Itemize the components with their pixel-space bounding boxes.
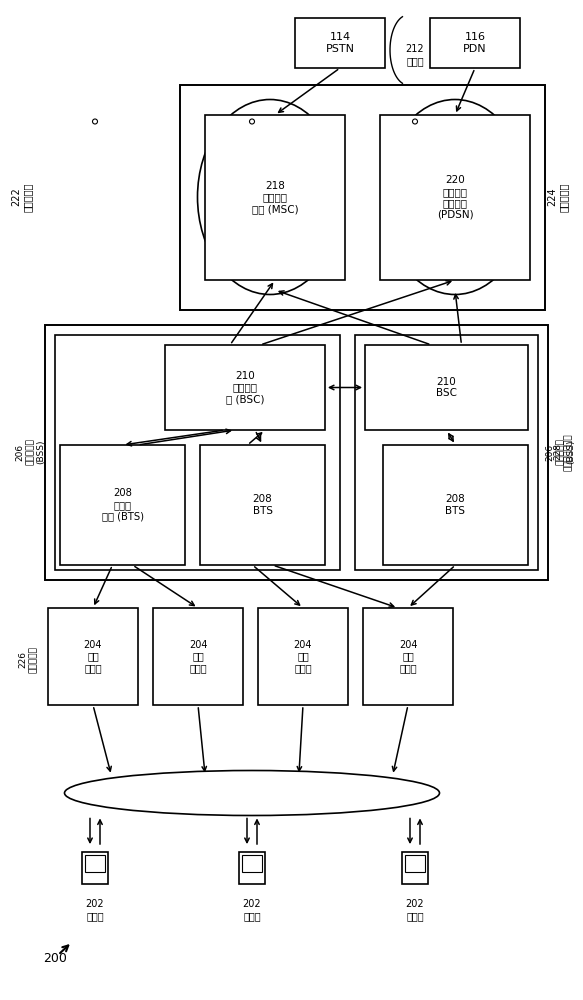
- Bar: [200, 445, 325, 565]
- Text: 116
PDN: 116 PDN: [463, 32, 487, 54]
- Text: 204
无线
电分区: 204 无线 电分区: [189, 640, 207, 673]
- Text: 204
无线
电分区: 204 无线 电分区: [399, 640, 417, 673]
- Text: 210
BSC: 210 BSC: [436, 377, 457, 398]
- Circle shape: [413, 119, 417, 124]
- Text: 202
移动站: 202 移动站: [406, 899, 424, 921]
- Bar: [55, 335, 340, 570]
- Circle shape: [250, 119, 255, 124]
- Text: 206
基站子系统
(BSS): 206 基站子系统 (BSS): [15, 439, 45, 465]
- Bar: [180, 85, 545, 310]
- Bar: [295, 18, 385, 68]
- Text: 206
基站子系统
(BSS): 206 基站子系统 (BSS): [545, 439, 575, 465]
- Text: 220
分组数据
服务节点
(PDSN): 220 分组数据 服务节点 (PDSN): [437, 175, 473, 220]
- Text: 210
基站控制
器 (BSC): 210 基站控制 器 (BSC): [226, 371, 264, 404]
- Bar: [60, 445, 185, 565]
- Bar: [82, 852, 108, 884]
- Text: 204
无线
电分区: 204 无线 电分区: [84, 640, 102, 673]
- Text: 114
PSTN: 114 PSTN: [325, 32, 354, 54]
- Bar: [405, 854, 425, 871]
- Bar: [45, 325, 548, 580]
- Bar: [242, 854, 262, 871]
- Bar: [165, 345, 325, 430]
- Bar: [355, 335, 538, 570]
- Bar: [383, 445, 528, 565]
- Text: 222
电路交换域: 222 电路交换域: [11, 182, 33, 212]
- Text: 224
分组交换域: 224 分组交换域: [547, 182, 569, 212]
- Text: 208
BTS: 208 BTS: [445, 494, 465, 516]
- Text: 202
移动站: 202 移动站: [86, 899, 104, 921]
- Bar: [402, 852, 428, 884]
- Text: 228
无线电接入网络: 228 无线电接入网络: [553, 433, 573, 471]
- Bar: [85, 854, 105, 871]
- Bar: [363, 608, 453, 705]
- Text: 208
BTS: 208 BTS: [252, 494, 272, 516]
- Bar: [239, 852, 265, 884]
- Bar: [205, 115, 345, 280]
- Text: 212
核心网: 212 核心网: [406, 44, 424, 66]
- Bar: [380, 115, 530, 280]
- Text: 200: 200: [43, 952, 67, 964]
- Circle shape: [93, 119, 97, 124]
- Bar: [153, 608, 243, 705]
- Bar: [365, 345, 528, 430]
- Text: 204
无线
电分区: 204 无线 电分区: [294, 640, 312, 673]
- Bar: [48, 608, 138, 705]
- Text: 218
移动交换
中心 (MSC): 218 移动交换 中心 (MSC): [252, 181, 298, 214]
- Text: 208
收发器
基站 (BTS): 208 收发器 基站 (BTS): [101, 488, 143, 522]
- Text: 226
无线电链路: 226 无线电链路: [18, 647, 38, 673]
- Text: 202
移动站: 202 移动站: [243, 899, 261, 921]
- Bar: [258, 608, 348, 705]
- Bar: [430, 18, 520, 68]
